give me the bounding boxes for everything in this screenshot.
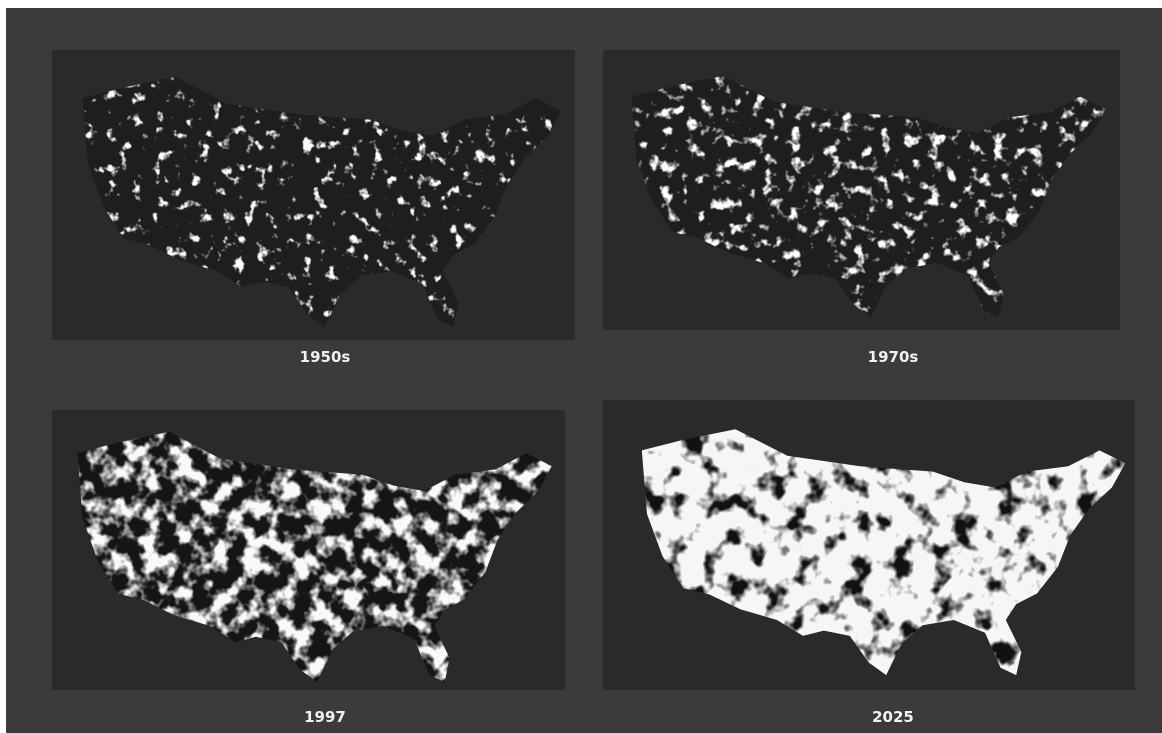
panel-label: 1970s [868,348,919,366]
page: 1950s 1970s 1997 2025 (() => { const dat… [0,0,1162,733]
map-panel [603,400,1141,705]
map-panel [52,50,577,357]
composite-image: 1950s 1970s 1997 2025 [0,0,1162,733]
map-panel [603,50,1121,346]
panel-label: 1997 [304,708,346,726]
map-panel [52,410,567,712]
panel-label: 1950s [300,348,351,366]
panel-label: 2025 [872,708,914,726]
